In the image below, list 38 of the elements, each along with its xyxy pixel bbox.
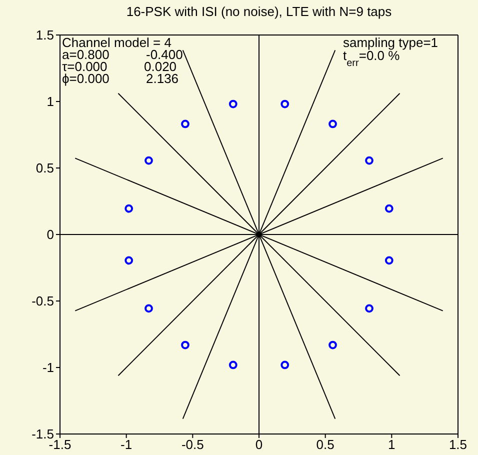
point xyxy=(365,304,374,313)
point xyxy=(384,204,394,213)
y-tick-label: 0.5 xyxy=(36,160,54,176)
y-tick-label: -0.5 xyxy=(32,294,54,309)
annotation: 2.136 xyxy=(146,71,179,86)
y-tick-label: 0 xyxy=(46,227,54,242)
point xyxy=(384,256,394,265)
annotation: τ=0.000 xyxy=(62,59,108,74)
point xyxy=(181,340,190,350)
x-tick-label: 1.5 xyxy=(448,437,468,452)
point xyxy=(280,100,290,108)
point xyxy=(228,100,238,108)
point xyxy=(124,256,134,265)
annotation: sampling type=1 xyxy=(343,35,438,50)
point xyxy=(144,304,153,313)
y-tick-label: 1.5 xyxy=(36,28,54,43)
x-tick-label: 0.5 xyxy=(316,437,334,452)
point xyxy=(280,360,290,370)
annotation: 0.020 xyxy=(144,59,177,74)
annotation: ϕ=0.000 xyxy=(62,71,110,86)
chart-title: 16-PSK with ISI (no noise), LTE with N=9 taps xyxy=(126,4,392,19)
x-tick-label: -1 xyxy=(120,437,132,452)
point xyxy=(328,120,337,128)
point xyxy=(228,360,238,370)
point xyxy=(365,156,374,165)
y-tick-label: 1 xyxy=(46,94,54,110)
annotation: -0.400 xyxy=(146,47,183,62)
x-tick-label: 1 xyxy=(388,437,396,452)
x-tick-label: 0 xyxy=(255,437,263,452)
point xyxy=(124,204,134,213)
annotation: Channel model = 4 xyxy=(62,35,172,50)
point xyxy=(328,340,337,350)
annotation: a=0.800 xyxy=(62,47,110,62)
x-tick-label: -0.5 xyxy=(181,437,204,452)
y-tick-label: -1.5 xyxy=(32,426,54,442)
y-tick-label: -1 xyxy=(42,360,54,376)
point xyxy=(181,120,190,128)
point xyxy=(144,156,153,165)
